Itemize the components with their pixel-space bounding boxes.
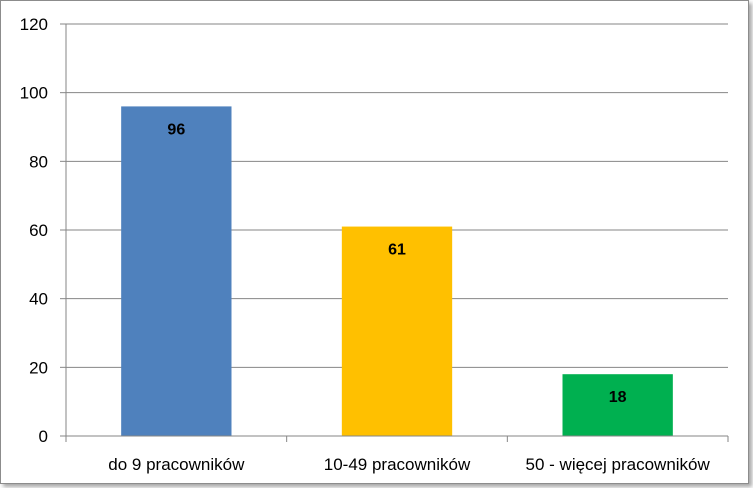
y-axis-ticks: 0 20 40 60 80 100 120 bbox=[20, 15, 48, 446]
y-tick-label: 0 bbox=[39, 427, 48, 446]
y-tick-label: 20 bbox=[29, 358, 48, 377]
data-label: 96 bbox=[167, 121, 185, 138]
y-tick-label: 60 bbox=[29, 221, 48, 240]
x-axis-labels: do 9 pracowników 10-49 pracowników 50 - wi… bbox=[108, 455, 710, 474]
bar bbox=[341, 226, 453, 436]
data-label: 61 bbox=[388, 242, 406, 259]
y-tick-label: 120 bbox=[20, 15, 48, 34]
data-labels: 96 61 18 bbox=[167, 121, 626, 406]
x-category-label: do 9 pracowników bbox=[108, 455, 245, 474]
x-category-label: 10-49 pracowników bbox=[324, 455, 471, 474]
bar bbox=[562, 374, 673, 436]
bar bbox=[121, 106, 232, 437]
y-tick-label: 40 bbox=[29, 290, 48, 309]
y-tick-label: 80 bbox=[29, 152, 48, 171]
y-tick-label: 100 bbox=[20, 84, 48, 103]
bars bbox=[121, 106, 673, 437]
axes bbox=[60, 23, 729, 442]
x-category-label: 50 - więcej pracowników bbox=[526, 455, 711, 474]
data-label: 18 bbox=[609, 389, 627, 406]
